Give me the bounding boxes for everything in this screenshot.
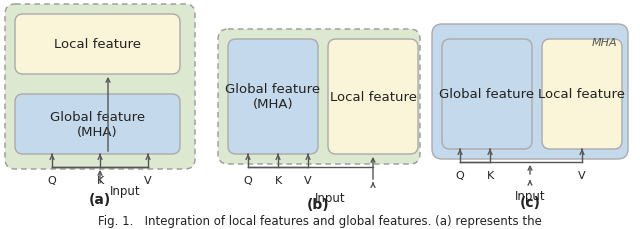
FancyBboxPatch shape — [542, 40, 622, 149]
Text: Global feature: Global feature — [440, 88, 534, 101]
Text: Local feature: Local feature — [330, 91, 417, 104]
Text: (c): (c) — [520, 195, 541, 209]
FancyBboxPatch shape — [328, 40, 418, 154]
Text: MHA: MHA — [591, 38, 617, 48]
Text: Q: Q — [244, 175, 252, 185]
Text: Q: Q — [47, 175, 56, 185]
Text: Global feature
(MHA): Global feature (MHA) — [225, 83, 321, 111]
Text: K: K — [486, 170, 493, 180]
FancyBboxPatch shape — [15, 15, 180, 75]
Text: K: K — [97, 175, 104, 185]
Text: V: V — [144, 175, 152, 185]
Text: Q: Q — [456, 170, 465, 180]
FancyBboxPatch shape — [432, 25, 628, 159]
Text: Input: Input — [315, 191, 346, 204]
Text: Local feature: Local feature — [54, 38, 141, 51]
Text: Global feature
(MHA): Global feature (MHA) — [50, 111, 145, 138]
Text: (a): (a) — [89, 192, 111, 206]
Text: (b): (b) — [307, 197, 330, 211]
FancyBboxPatch shape — [5, 5, 195, 169]
FancyBboxPatch shape — [218, 30, 420, 164]
Text: V: V — [304, 175, 312, 185]
FancyBboxPatch shape — [228, 40, 318, 154]
Text: Fig. 1.   Integration of local features and global features. (a) represents the: Fig. 1. Integration of local features an… — [98, 215, 542, 227]
Text: V: V — [578, 170, 586, 180]
Text: Local feature: Local feature — [538, 88, 625, 101]
Text: K: K — [275, 175, 282, 185]
FancyBboxPatch shape — [15, 95, 180, 154]
Text: Input: Input — [109, 184, 140, 197]
Text: Input: Input — [515, 189, 545, 202]
FancyBboxPatch shape — [442, 40, 532, 149]
